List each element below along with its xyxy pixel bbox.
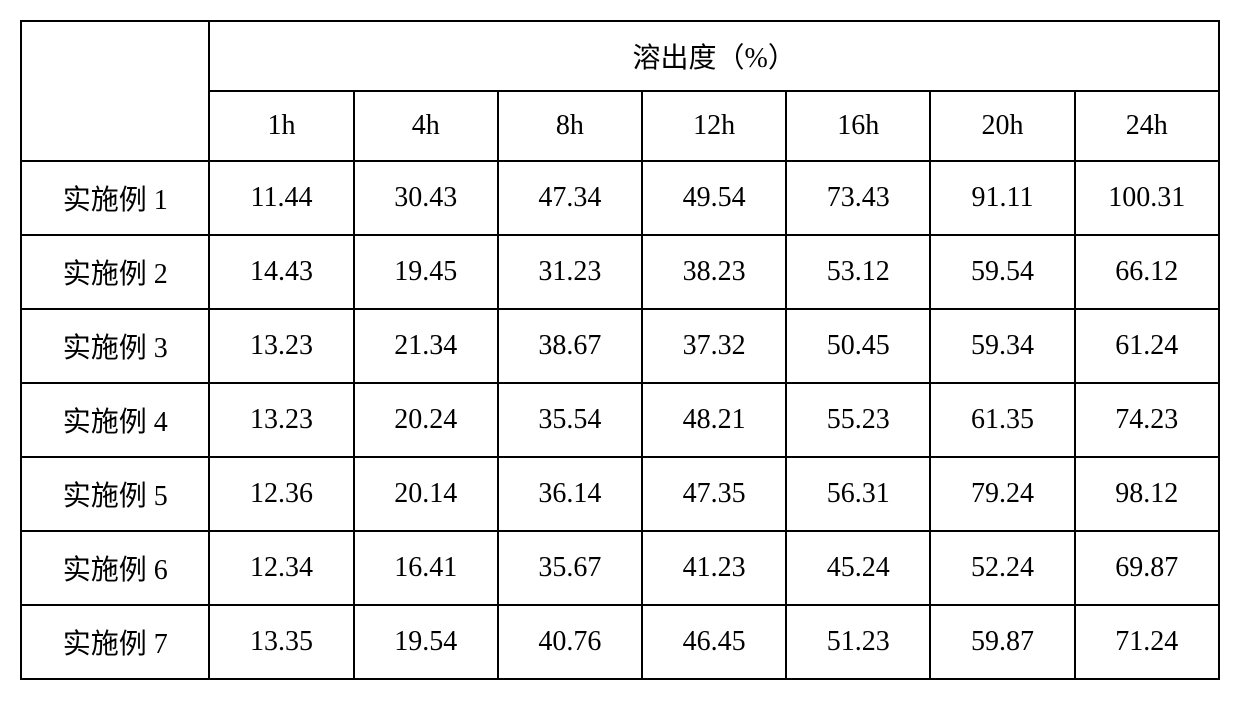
data-cell: 19.45: [354, 235, 498, 309]
data-cell: 31.23: [498, 235, 642, 309]
data-cell: 36.14: [498, 457, 642, 531]
data-cell: 61.35: [930, 383, 1074, 457]
data-cell: 14.43: [209, 235, 353, 309]
time-column-header: 20h: [930, 91, 1074, 161]
data-cell: 52.24: [930, 531, 1074, 605]
data-cell: 50.45: [786, 309, 930, 383]
data-cell: 12.34: [209, 531, 353, 605]
table-row: 实施例 512.3620.1436.1447.3556.3179.2498.12: [21, 457, 1219, 531]
data-cell: 20.14: [354, 457, 498, 531]
data-cell: 91.11: [930, 161, 1074, 235]
time-column-header: 4h: [354, 91, 498, 161]
data-cell: 41.23: [642, 531, 786, 605]
data-cell: 53.12: [786, 235, 930, 309]
data-cell: 38.23: [642, 235, 786, 309]
data-cell: 74.23: [1075, 383, 1219, 457]
data-cell: 35.54: [498, 383, 642, 457]
table-row: 实施例 612.3416.4135.6741.2345.2452.2469.87: [21, 531, 1219, 605]
data-cell: 47.34: [498, 161, 642, 235]
row-label: 实施例 2: [21, 235, 209, 309]
time-column-header: 24h: [1075, 91, 1219, 161]
row-label: 实施例 6: [21, 531, 209, 605]
corner-cell: [21, 21, 209, 161]
data-cell: 13.23: [209, 309, 353, 383]
data-cell: 49.54: [642, 161, 786, 235]
data-cell: 13.23: [209, 383, 353, 457]
data-cell: 55.23: [786, 383, 930, 457]
data-cell: 40.76: [498, 605, 642, 679]
data-cell: 46.45: [642, 605, 786, 679]
table-row: 实施例 214.4319.4531.2338.2353.1259.5466.12: [21, 235, 1219, 309]
time-column-header: 12h: [642, 91, 786, 161]
time-column-header: 1h: [209, 91, 353, 161]
data-cell: 47.35: [642, 457, 786, 531]
row-label: 实施例 7: [21, 605, 209, 679]
data-cell: 59.54: [930, 235, 1074, 309]
data-cell: 100.31: [1075, 161, 1219, 235]
data-cell: 66.12: [1075, 235, 1219, 309]
data-cell: 20.24: [354, 383, 498, 457]
data-cell: 19.54: [354, 605, 498, 679]
table-row: 实施例 413.2320.2435.5448.2155.2361.3574.23: [21, 383, 1219, 457]
data-cell: 56.31: [786, 457, 930, 531]
data-cell: 21.34: [354, 309, 498, 383]
data-cell: 13.35: [209, 605, 353, 679]
time-column-header: 8h: [498, 91, 642, 161]
data-cell: 11.44: [209, 161, 353, 235]
data-cell: 71.24: [1075, 605, 1219, 679]
data-cell: 16.41: [354, 531, 498, 605]
row-label: 实施例 4: [21, 383, 209, 457]
data-cell: 59.87: [930, 605, 1074, 679]
table-row: 实施例 713.3519.5440.7646.4551.2359.8771.24: [21, 605, 1219, 679]
data-cell: 35.67: [498, 531, 642, 605]
row-label: 实施例 1: [21, 161, 209, 235]
data-cell: 69.87: [1075, 531, 1219, 605]
data-cell: 37.32: [642, 309, 786, 383]
data-cell: 48.21: [642, 383, 786, 457]
data-cell: 38.67: [498, 309, 642, 383]
data-cell: 45.24: [786, 531, 930, 605]
row-label: 实施例 3: [21, 309, 209, 383]
table-row: 实施例 111.4430.4347.3449.5473.4391.11100.3…: [21, 161, 1219, 235]
data-cell: 73.43: [786, 161, 930, 235]
data-cell: 12.36: [209, 457, 353, 531]
dissolution-table: 溶出度（%）1h4h8h12h16h20h24h实施例 111.4430.434…: [20, 20, 1220, 680]
data-cell: 51.23: [786, 605, 930, 679]
data-cell: 61.24: [1075, 309, 1219, 383]
data-cell: 30.43: [354, 161, 498, 235]
data-cell: 59.34: [930, 309, 1074, 383]
row-label: 实施例 5: [21, 457, 209, 531]
time-column-header: 16h: [786, 91, 930, 161]
table-title: 溶出度（%）: [209, 21, 1219, 91]
data-cell: 98.12: [1075, 457, 1219, 531]
table-row: 实施例 313.2321.3438.6737.3250.4559.3461.24: [21, 309, 1219, 383]
data-cell: 79.24: [930, 457, 1074, 531]
